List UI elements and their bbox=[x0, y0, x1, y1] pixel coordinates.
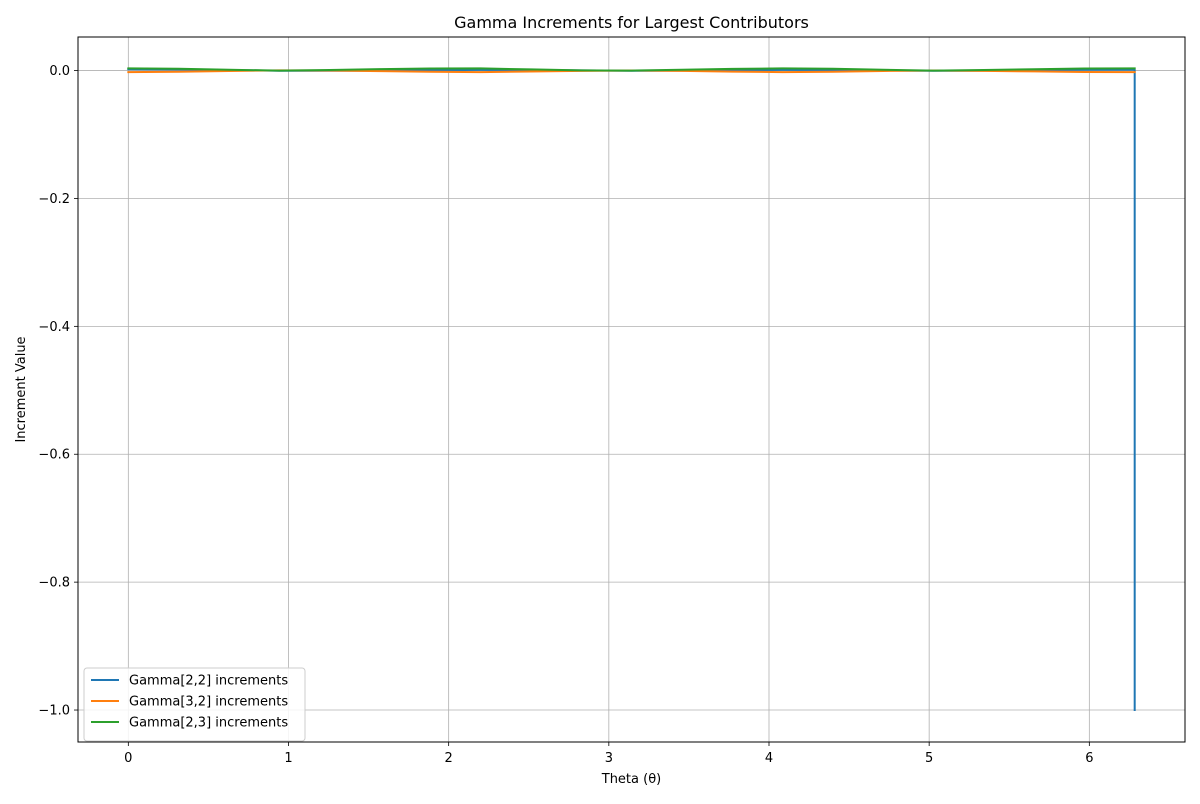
x-tick-label: 0 bbox=[124, 751, 132, 766]
legend-label: Gamma[2,3] increments bbox=[129, 716, 288, 731]
x-tick-label: 5 bbox=[925, 751, 933, 766]
y-tick-label: −0.6 bbox=[38, 448, 70, 463]
legend: Gamma[2,2] increments Gamma[3,2] incremen… bbox=[83, 667, 306, 742]
y-axis-label: Increment Value bbox=[14, 336, 29, 442]
x-tick-label: 2 bbox=[445, 751, 453, 766]
tick-layer: 0 1 2 3 4 5 6 0.0 −0.2 −0.4 −0.6 −0.8 −1.0 bbox=[38, 64, 1093, 766]
y-tick-label: −0.8 bbox=[38, 576, 70, 591]
y-tick-label: 0.0 bbox=[49, 64, 70, 79]
series-line-3 bbox=[127, 67, 1136, 72]
x-tick-label: 6 bbox=[1085, 751, 1093, 766]
x-axis-label: Theta (θ) bbox=[601, 772, 661, 787]
series-layer bbox=[127, 67, 1136, 712]
y-tick-label: −0.4 bbox=[38, 320, 70, 335]
x-tick-label: 4 bbox=[765, 751, 773, 766]
chart-title: Gamma Increments for Largest Contributor… bbox=[454, 13, 809, 32]
legend-label: Gamma[2,2] increments bbox=[129, 674, 288, 689]
plot-area-frame bbox=[77, 36, 1186, 743]
x-tick-label: 3 bbox=[605, 751, 613, 766]
y-tick-label: −0.2 bbox=[38, 192, 70, 207]
legend-label: Gamma[3,2] increments bbox=[129, 695, 288, 710]
y-tick-label: −1.0 bbox=[38, 704, 70, 719]
legend-box bbox=[83, 667, 306, 742]
x-tick-label: 1 bbox=[284, 751, 292, 766]
